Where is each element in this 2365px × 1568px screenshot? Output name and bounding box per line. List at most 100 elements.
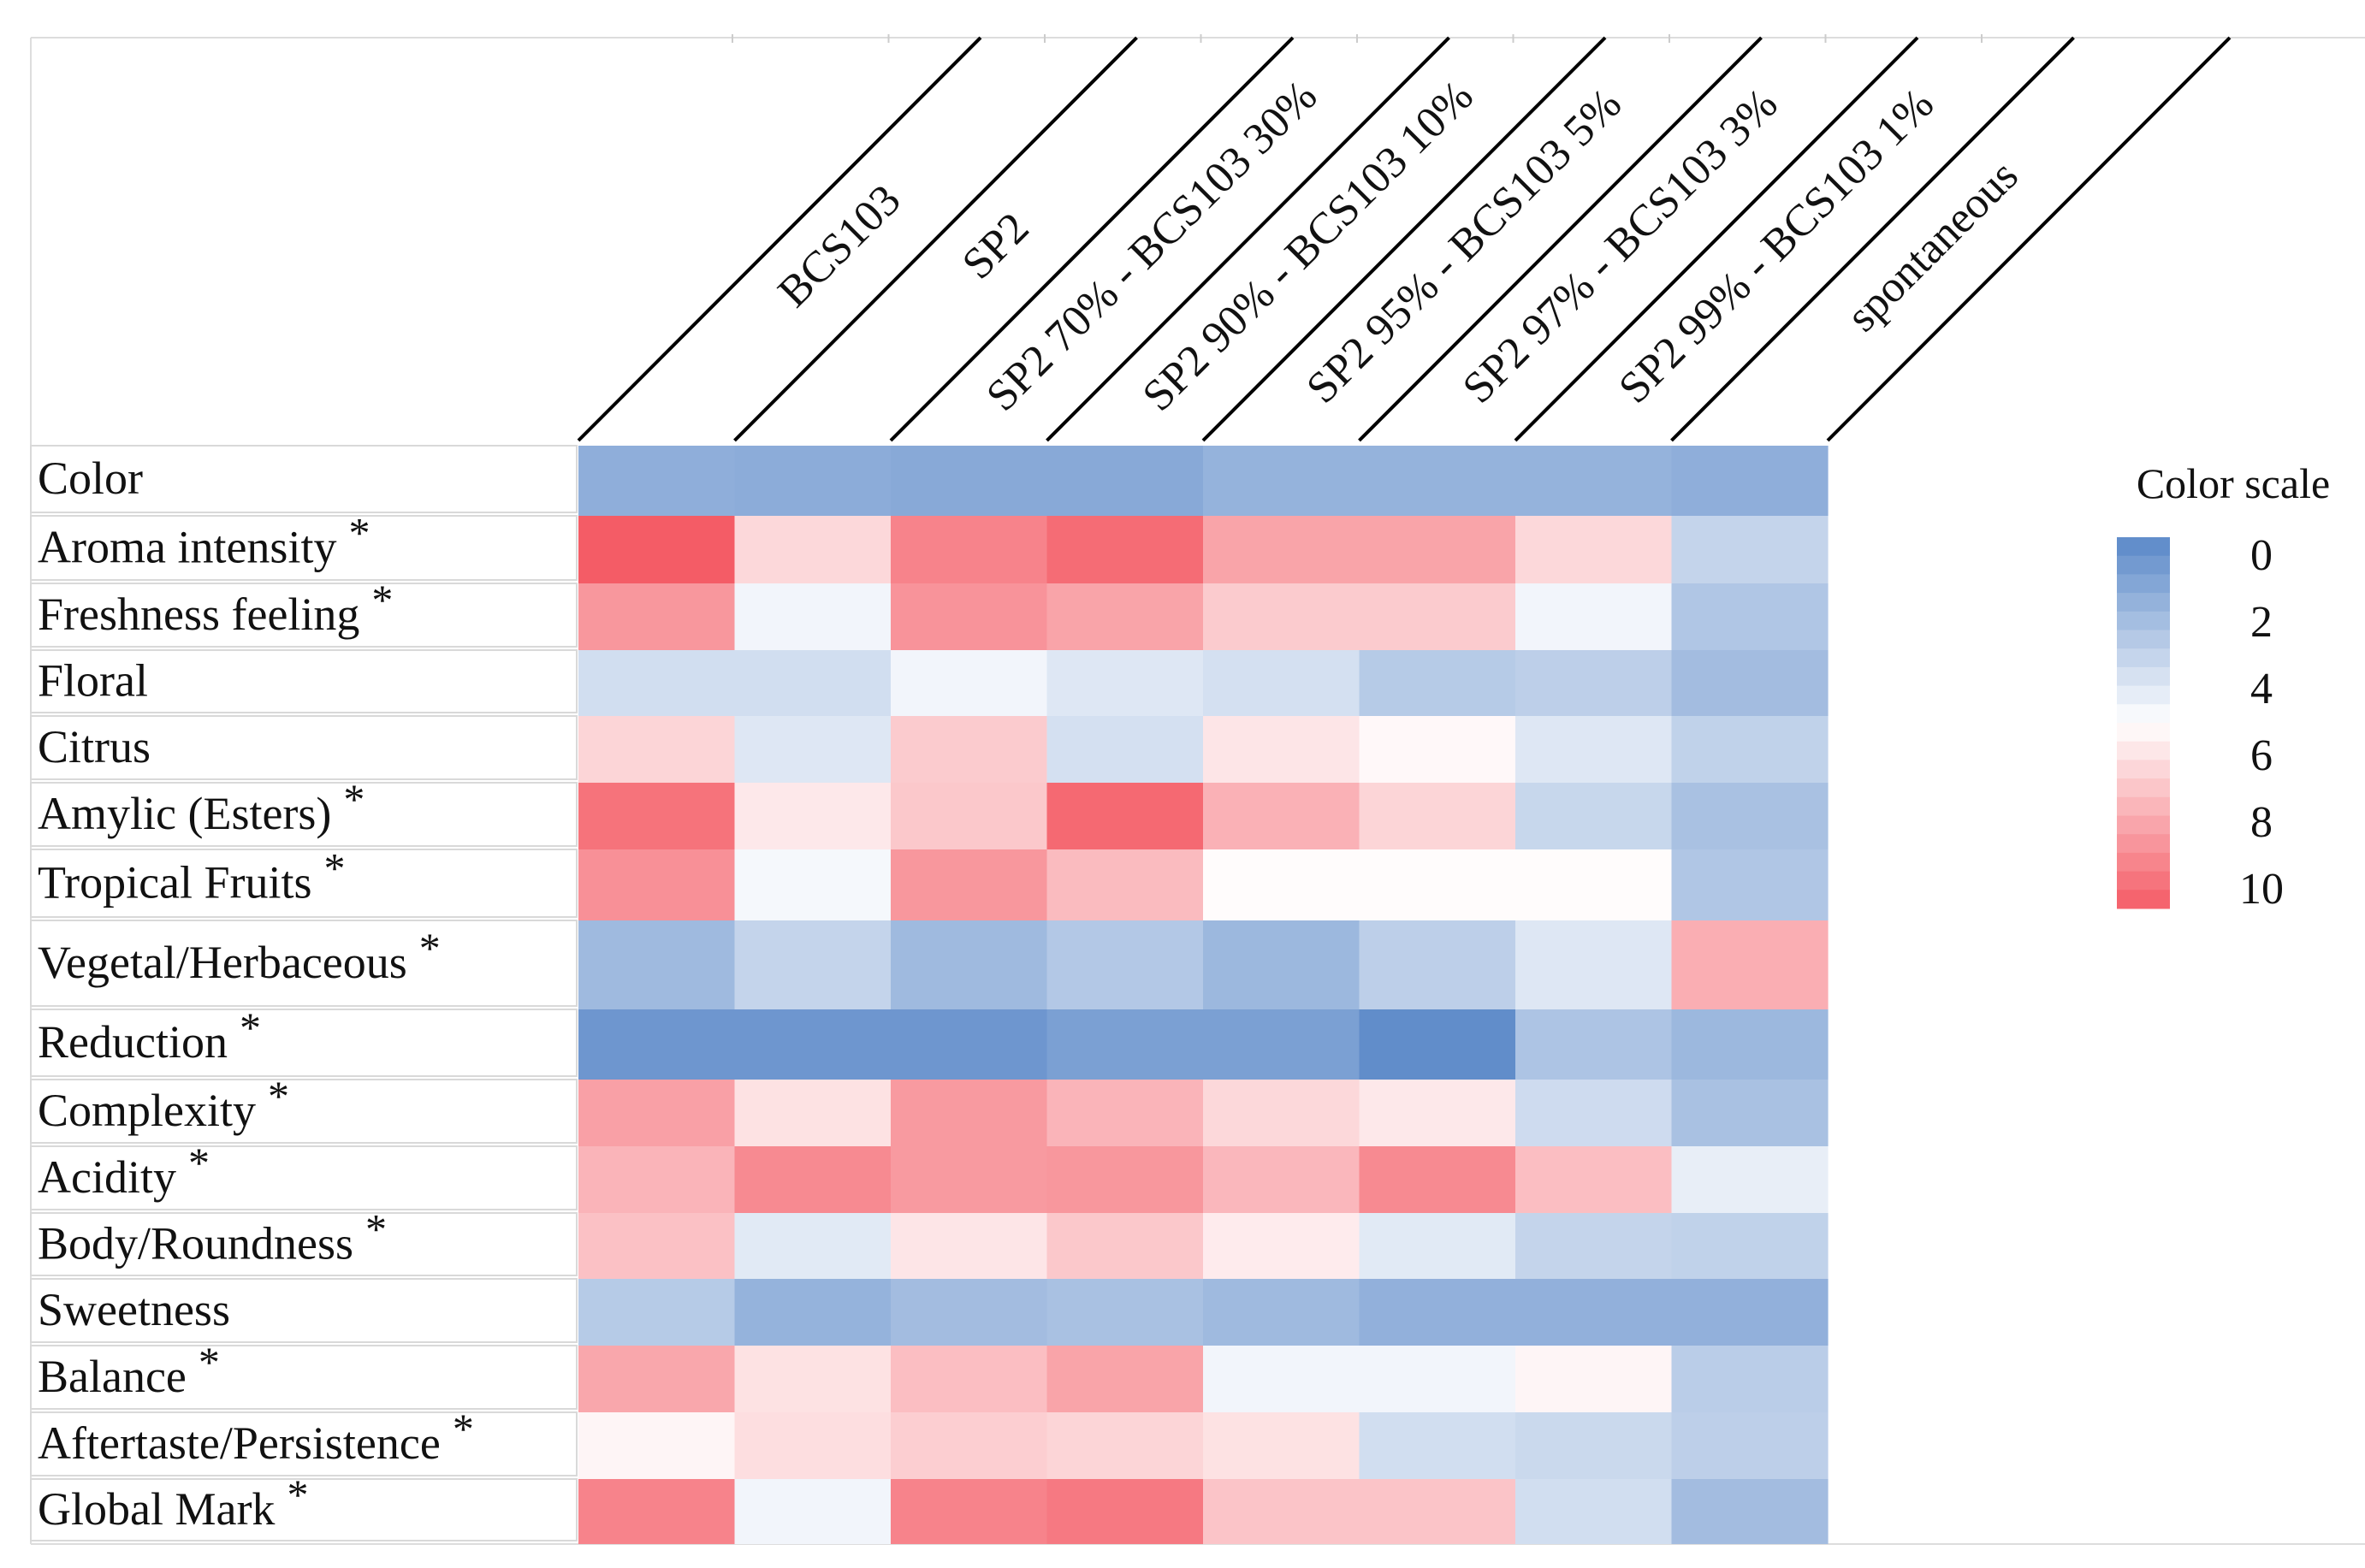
color-scale-swatch xyxy=(2117,778,2170,798)
row-label: Tropical Fruits * xyxy=(38,844,346,908)
heatmap-cell xyxy=(1359,446,1516,516)
color-scale-swatch xyxy=(2117,611,2170,630)
significance-marker: * xyxy=(348,509,370,557)
column-label: SP2 99% - BCS103 1% xyxy=(1609,80,1943,413)
heatmap-cell xyxy=(1515,783,1673,849)
row-label-text: Tropical Fruits xyxy=(38,857,312,908)
column-divider-line xyxy=(1358,36,1763,442)
heatmap-cell xyxy=(1046,1279,1204,1346)
row-label: Balance * xyxy=(38,1338,220,1402)
color-scale-swatch xyxy=(2117,871,2170,891)
heatmap-cell xyxy=(1359,1479,1516,1544)
row-label-text: Vegetal/Herbaceous xyxy=(38,937,407,988)
heatmap-row: Global Mark * xyxy=(30,1470,578,1541)
significance-marker: * xyxy=(188,1139,210,1186)
heatmap-cell xyxy=(1671,1146,1829,1213)
row-label: Global Mark * xyxy=(38,1470,308,1535)
heatmap-cell xyxy=(578,783,736,849)
heatmap-cell xyxy=(1046,1146,1204,1213)
row-label-text: Floral xyxy=(38,655,148,707)
significance-marker: * xyxy=(287,1470,308,1518)
heatmap-cell xyxy=(734,1479,892,1544)
color-scale-swatch xyxy=(2117,685,2170,705)
row-label: Acidity * xyxy=(38,1139,210,1203)
heatmap-cell xyxy=(578,1213,736,1279)
color-scale-swatch xyxy=(2117,666,2170,687)
row-label-text: Balance xyxy=(38,1351,187,1402)
heatmap-cell xyxy=(578,1479,736,1544)
column-label: SP2 97% - BCS103 3% xyxy=(1454,80,1787,413)
heatmap-cell xyxy=(891,446,1048,516)
heatmap-cell xyxy=(891,716,1048,783)
row-label-cell xyxy=(30,445,578,513)
significance-marker: * xyxy=(453,1405,474,1453)
heatmap-cell xyxy=(1203,1009,1360,1080)
heatmap-cell xyxy=(1203,1080,1360,1146)
heatmap-row: Tropical Fruits * xyxy=(30,844,578,918)
row-label-text: Global Mark xyxy=(38,1483,275,1535)
heatmap-cell xyxy=(578,1279,736,1346)
heatmap-cell xyxy=(734,1412,892,1479)
heatmap-cell xyxy=(1046,1346,1204,1412)
heatmap-cell xyxy=(1046,1009,1204,1080)
column-divider-line xyxy=(1826,36,2232,442)
significance-marker: * xyxy=(324,844,346,892)
heatmap-cell xyxy=(1046,920,1204,1009)
color-scale-tick-label: 6 xyxy=(2250,731,2273,780)
row-label: Reduction * xyxy=(38,1003,261,1068)
heatmap-cell xyxy=(1203,1346,1360,1412)
heatmap-cell xyxy=(1515,1412,1673,1479)
heatmap-cell xyxy=(734,1080,892,1146)
significance-marker: * xyxy=(419,924,441,972)
heatmap-cell xyxy=(734,1009,892,1080)
heatmap-cell xyxy=(1359,516,1516,583)
heatmap-cell xyxy=(1671,1080,1829,1146)
heatmap-cell xyxy=(891,583,1048,650)
heatmap-cell xyxy=(1671,1412,1829,1479)
heatmap-cell xyxy=(1203,1412,1360,1479)
row-label-cell xyxy=(30,1411,578,1476)
heatmap-cell xyxy=(1671,1009,1829,1080)
heatmap-cell xyxy=(1203,1279,1360,1346)
heatmap-row: Vegetal/Herbaceous * xyxy=(30,920,578,1007)
row-label: Citrus xyxy=(38,721,151,772)
heatmap-cell xyxy=(891,1213,1048,1279)
row-label-cell xyxy=(30,1278,578,1343)
heatmap-cell xyxy=(1671,1346,1829,1412)
heatmap-cell xyxy=(1203,583,1360,650)
row-label: Sweetness xyxy=(38,1284,230,1335)
heatmap-cell xyxy=(578,516,736,583)
heatmap-cell xyxy=(1203,446,1360,516)
significance-marker: * xyxy=(199,1338,220,1386)
heatmap-cell xyxy=(1515,849,1673,920)
heatmap-cell xyxy=(1359,650,1516,716)
heatmap-cell xyxy=(1203,716,1360,783)
heatmap-cell xyxy=(578,1080,736,1146)
row-label-cell xyxy=(30,1478,578,1541)
heatmap-cell xyxy=(578,1146,736,1213)
heatmap-cell xyxy=(891,849,1048,920)
heatmap-cell xyxy=(891,1479,1048,1544)
color-scale-swatch xyxy=(2117,648,2170,668)
column-divider-line xyxy=(733,36,1138,442)
row-label-text: Aftertaste/Persistence xyxy=(38,1417,441,1469)
row-label-cell xyxy=(30,1212,578,1276)
heatmap-cell xyxy=(1515,583,1673,650)
row-label-cell xyxy=(30,583,578,648)
heatmap-row: Complexity * xyxy=(30,1072,578,1144)
column-divider-line xyxy=(1201,36,1607,442)
color-scale-swatch xyxy=(2117,834,2170,854)
column-label: SP2 xyxy=(953,204,1039,289)
color-scale-swatch xyxy=(2117,537,2170,557)
heatmap-cell xyxy=(1046,849,1204,920)
heatmap-cell xyxy=(1515,1009,1673,1080)
heatmap-cell xyxy=(734,783,892,849)
heatmap-cell xyxy=(734,1279,892,1346)
row-label-cell xyxy=(30,515,578,581)
heatmap-cell xyxy=(891,783,1048,849)
heatmap-row: Reduction * xyxy=(30,1003,578,1077)
row-label-text: Freshness feeling xyxy=(38,589,359,640)
heatmap-cell xyxy=(1515,516,1673,583)
color-scale-swatch xyxy=(2117,574,2170,594)
